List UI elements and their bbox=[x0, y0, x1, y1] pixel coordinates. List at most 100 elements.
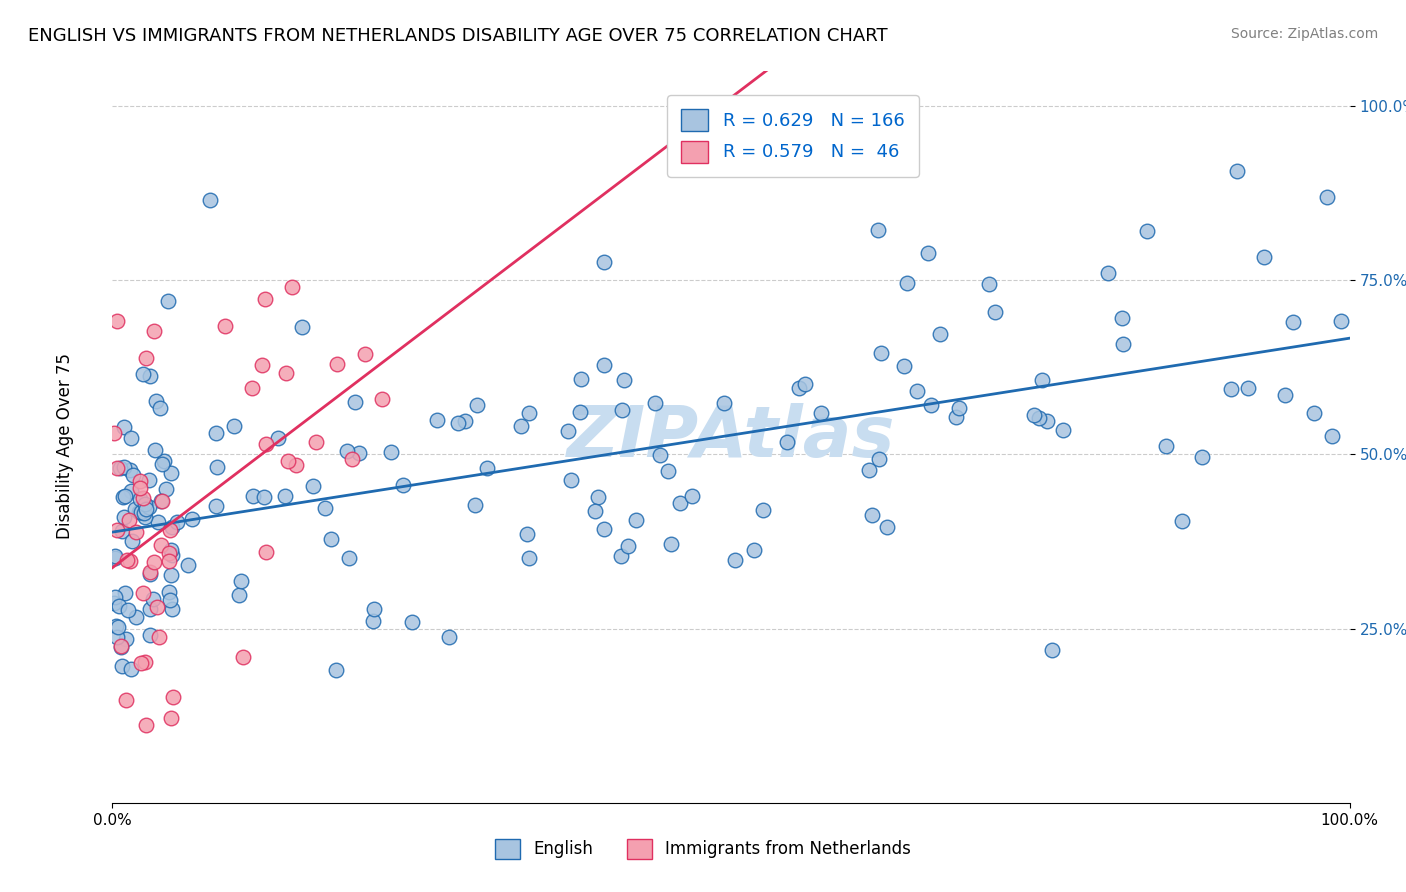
Point bbox=[132, 368, 155, 382]
Point bbox=[143, 443, 166, 458]
Point bbox=[159, 593, 181, 607]
Point bbox=[160, 568, 183, 582]
Point bbox=[314, 501, 336, 516]
Point bbox=[464, 498, 486, 512]
Point bbox=[159, 543, 181, 558]
Point bbox=[159, 523, 181, 537]
Point bbox=[112, 420, 135, 434]
Point bbox=[302, 479, 325, 493]
Point bbox=[569, 405, 592, 419]
Point bbox=[868, 451, 890, 466]
Point bbox=[1052, 423, 1074, 437]
Point bbox=[240, 381, 263, 395]
Point bbox=[363, 602, 385, 616]
Point bbox=[139, 368, 162, 383]
Point bbox=[138, 601, 160, 615]
Point bbox=[787, 381, 810, 395]
Text: Source: ZipAtlas.com: Source: ZipAtlas.com bbox=[1230, 27, 1378, 41]
Point bbox=[149, 401, 172, 416]
Point bbox=[624, 514, 647, 528]
Point bbox=[110, 640, 132, 654]
Point bbox=[868, 223, 890, 237]
Point bbox=[347, 446, 370, 460]
Point bbox=[344, 395, 367, 409]
Point bbox=[105, 314, 128, 328]
Point bbox=[125, 525, 148, 540]
Point bbox=[1237, 380, 1260, 394]
Point bbox=[592, 254, 614, 268]
Point bbox=[557, 424, 579, 438]
Point bbox=[610, 549, 633, 564]
Text: ZIPAtlas: ZIPAtlas bbox=[567, 402, 896, 472]
Point bbox=[129, 481, 152, 495]
Point bbox=[112, 490, 135, 504]
Point bbox=[128, 475, 150, 489]
Point bbox=[517, 550, 540, 565]
Point bbox=[135, 718, 157, 732]
Point bbox=[1322, 429, 1344, 443]
Point bbox=[157, 554, 180, 568]
Point bbox=[742, 542, 765, 557]
Point bbox=[104, 591, 127, 605]
Legend: English, Immigrants from Netherlands: English, Immigrants from Netherlands bbox=[488, 832, 918, 866]
Point bbox=[142, 555, 165, 569]
Point bbox=[896, 277, 918, 291]
Point bbox=[111, 524, 134, 538]
Point bbox=[583, 504, 606, 518]
Point bbox=[115, 553, 138, 567]
Point bbox=[370, 392, 392, 407]
Point bbox=[446, 416, 468, 430]
Point bbox=[336, 443, 359, 458]
Point bbox=[107, 599, 129, 613]
Point bbox=[1031, 373, 1053, 387]
Point bbox=[1253, 251, 1275, 265]
Point bbox=[1170, 514, 1192, 528]
Point bbox=[214, 319, 236, 334]
Point bbox=[134, 510, 156, 524]
Point bbox=[454, 414, 477, 428]
Point bbox=[205, 460, 228, 475]
Point bbox=[114, 586, 136, 600]
Point bbox=[103, 426, 125, 441]
Point bbox=[117, 603, 139, 617]
Point bbox=[134, 497, 156, 511]
Point bbox=[131, 656, 153, 670]
Point bbox=[1022, 408, 1045, 422]
Point bbox=[644, 396, 666, 410]
Point bbox=[517, 406, 540, 420]
Point bbox=[337, 550, 360, 565]
Point bbox=[162, 520, 184, 534]
Point bbox=[146, 600, 169, 615]
Point bbox=[284, 458, 307, 472]
Point bbox=[232, 649, 254, 664]
Point bbox=[858, 462, 880, 476]
Point bbox=[166, 515, 188, 529]
Point bbox=[198, 193, 221, 207]
Point bbox=[107, 620, 129, 634]
Point bbox=[810, 406, 832, 420]
Point bbox=[124, 502, 146, 516]
Point bbox=[325, 663, 347, 677]
Point bbox=[114, 489, 136, 503]
Point bbox=[114, 693, 136, 707]
Point bbox=[111, 659, 134, 673]
Point bbox=[138, 566, 160, 580]
Point bbox=[155, 483, 177, 497]
Point bbox=[426, 413, 449, 427]
Point bbox=[752, 503, 775, 517]
Point bbox=[135, 351, 157, 366]
Point bbox=[160, 711, 183, 725]
Point bbox=[613, 373, 636, 387]
Point bbox=[291, 319, 314, 334]
Point bbox=[103, 596, 125, 610]
Point bbox=[120, 463, 142, 477]
Point bbox=[132, 491, 155, 505]
Point bbox=[1112, 337, 1135, 351]
Point bbox=[112, 510, 135, 524]
Point bbox=[465, 398, 488, 412]
Point bbox=[1330, 314, 1353, 328]
Point bbox=[439, 630, 461, 644]
Point bbox=[253, 490, 276, 504]
Point bbox=[114, 632, 136, 646]
Point bbox=[401, 615, 423, 630]
